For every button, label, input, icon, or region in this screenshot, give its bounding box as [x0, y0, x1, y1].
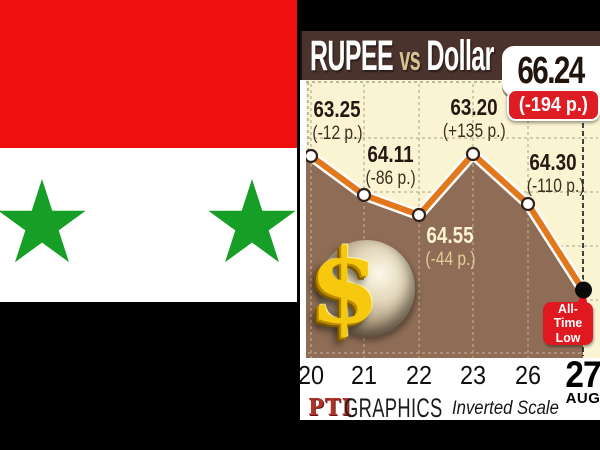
badge-line1: All-Time: [553, 301, 583, 331]
alltimelow-dot: [575, 281, 592, 299]
point-label-21aug: 64.11 (-86 p.): [365, 141, 416, 189]
x-tick-21: 21: [350, 360, 378, 390]
x-tick-27aug: 27 AUG: [563, 354, 600, 407]
title-dollar: Dollar: [426, 32, 495, 80]
flag-red-stripe: [0, 0, 297, 148]
latest-change: (-194 p.): [518, 93, 589, 116]
graphics-label: GRAPHICS: [344, 393, 443, 423]
point-label-20aug: 63.25 (-12 p.): [312, 96, 363, 144]
all-time-low-badge: All-Time Low: [543, 301, 593, 345]
rupee-coin-icon: [318, 240, 415, 337]
title-vs: vs: [399, 40, 421, 78]
x-tick-23: 23: [459, 360, 487, 390]
data-markers: [306, 146, 536, 223]
pti-logo: PTI: [308, 394, 353, 421]
star-icon: [0, 179, 86, 263]
point-value: 64.55: [426, 222, 474, 248]
month-label: AUG: [565, 390, 600, 407]
x-axis-strip: 20 21 22 23 26 27 AUG PTI GRAPHICS Inver…: [297, 354, 600, 423]
inverted-scale-note: Inverted Scale: [452, 398, 559, 419]
title-rupee: RUPEE: [310, 32, 394, 80]
point-change: (-44 p.): [425, 249, 476, 270]
point-value: 64.30: [529, 149, 577, 175]
point-value: 63.25: [313, 96, 361, 122]
latest-change-box: (-194 p.): [507, 89, 600, 121]
point-change: (-12 p.): [312, 123, 363, 144]
point-label-23aug: 63.20 (+135 p.): [442, 94, 506, 142]
point-label-26aug: 64.30 (-110 p.): [526, 149, 585, 197]
flag-black-stripe: [0, 302, 297, 450]
latest-value: 66.24: [517, 49, 586, 92]
day-label: 27: [565, 354, 600, 395]
point-change: (-86 p.): [365, 168, 416, 189]
chart-title: RUPEE vs Dollar: [310, 34, 494, 81]
latest-value-box: 66.24: [502, 46, 600, 96]
point-value: 63.20: [450, 94, 498, 120]
badge-line2: Low: [555, 329, 581, 345]
plot-area: $ 63.25 (-12 p.) 64.11 (-86 p.) 64.55 (-…: [306, 80, 600, 358]
x-tick-26: 26: [514, 360, 542, 390]
point-change: (+135 p.): [442, 121, 506, 142]
point-label-22aug: 64.55 (-44 p.): [425, 222, 476, 270]
dollar-sign-icon: $: [309, 227, 380, 347]
syria-flag: [0, 0, 297, 450]
point-value: 64.11: [367, 141, 414, 167]
star-icon: [208, 179, 296, 263]
x-tick-22: 22: [405, 360, 433, 390]
point-change: (-110 p.): [526, 176, 585, 197]
rate-line: [308, 151, 586, 293]
flag-stars: [0, 179, 296, 263]
x-tick-20: 20: [297, 360, 325, 390]
